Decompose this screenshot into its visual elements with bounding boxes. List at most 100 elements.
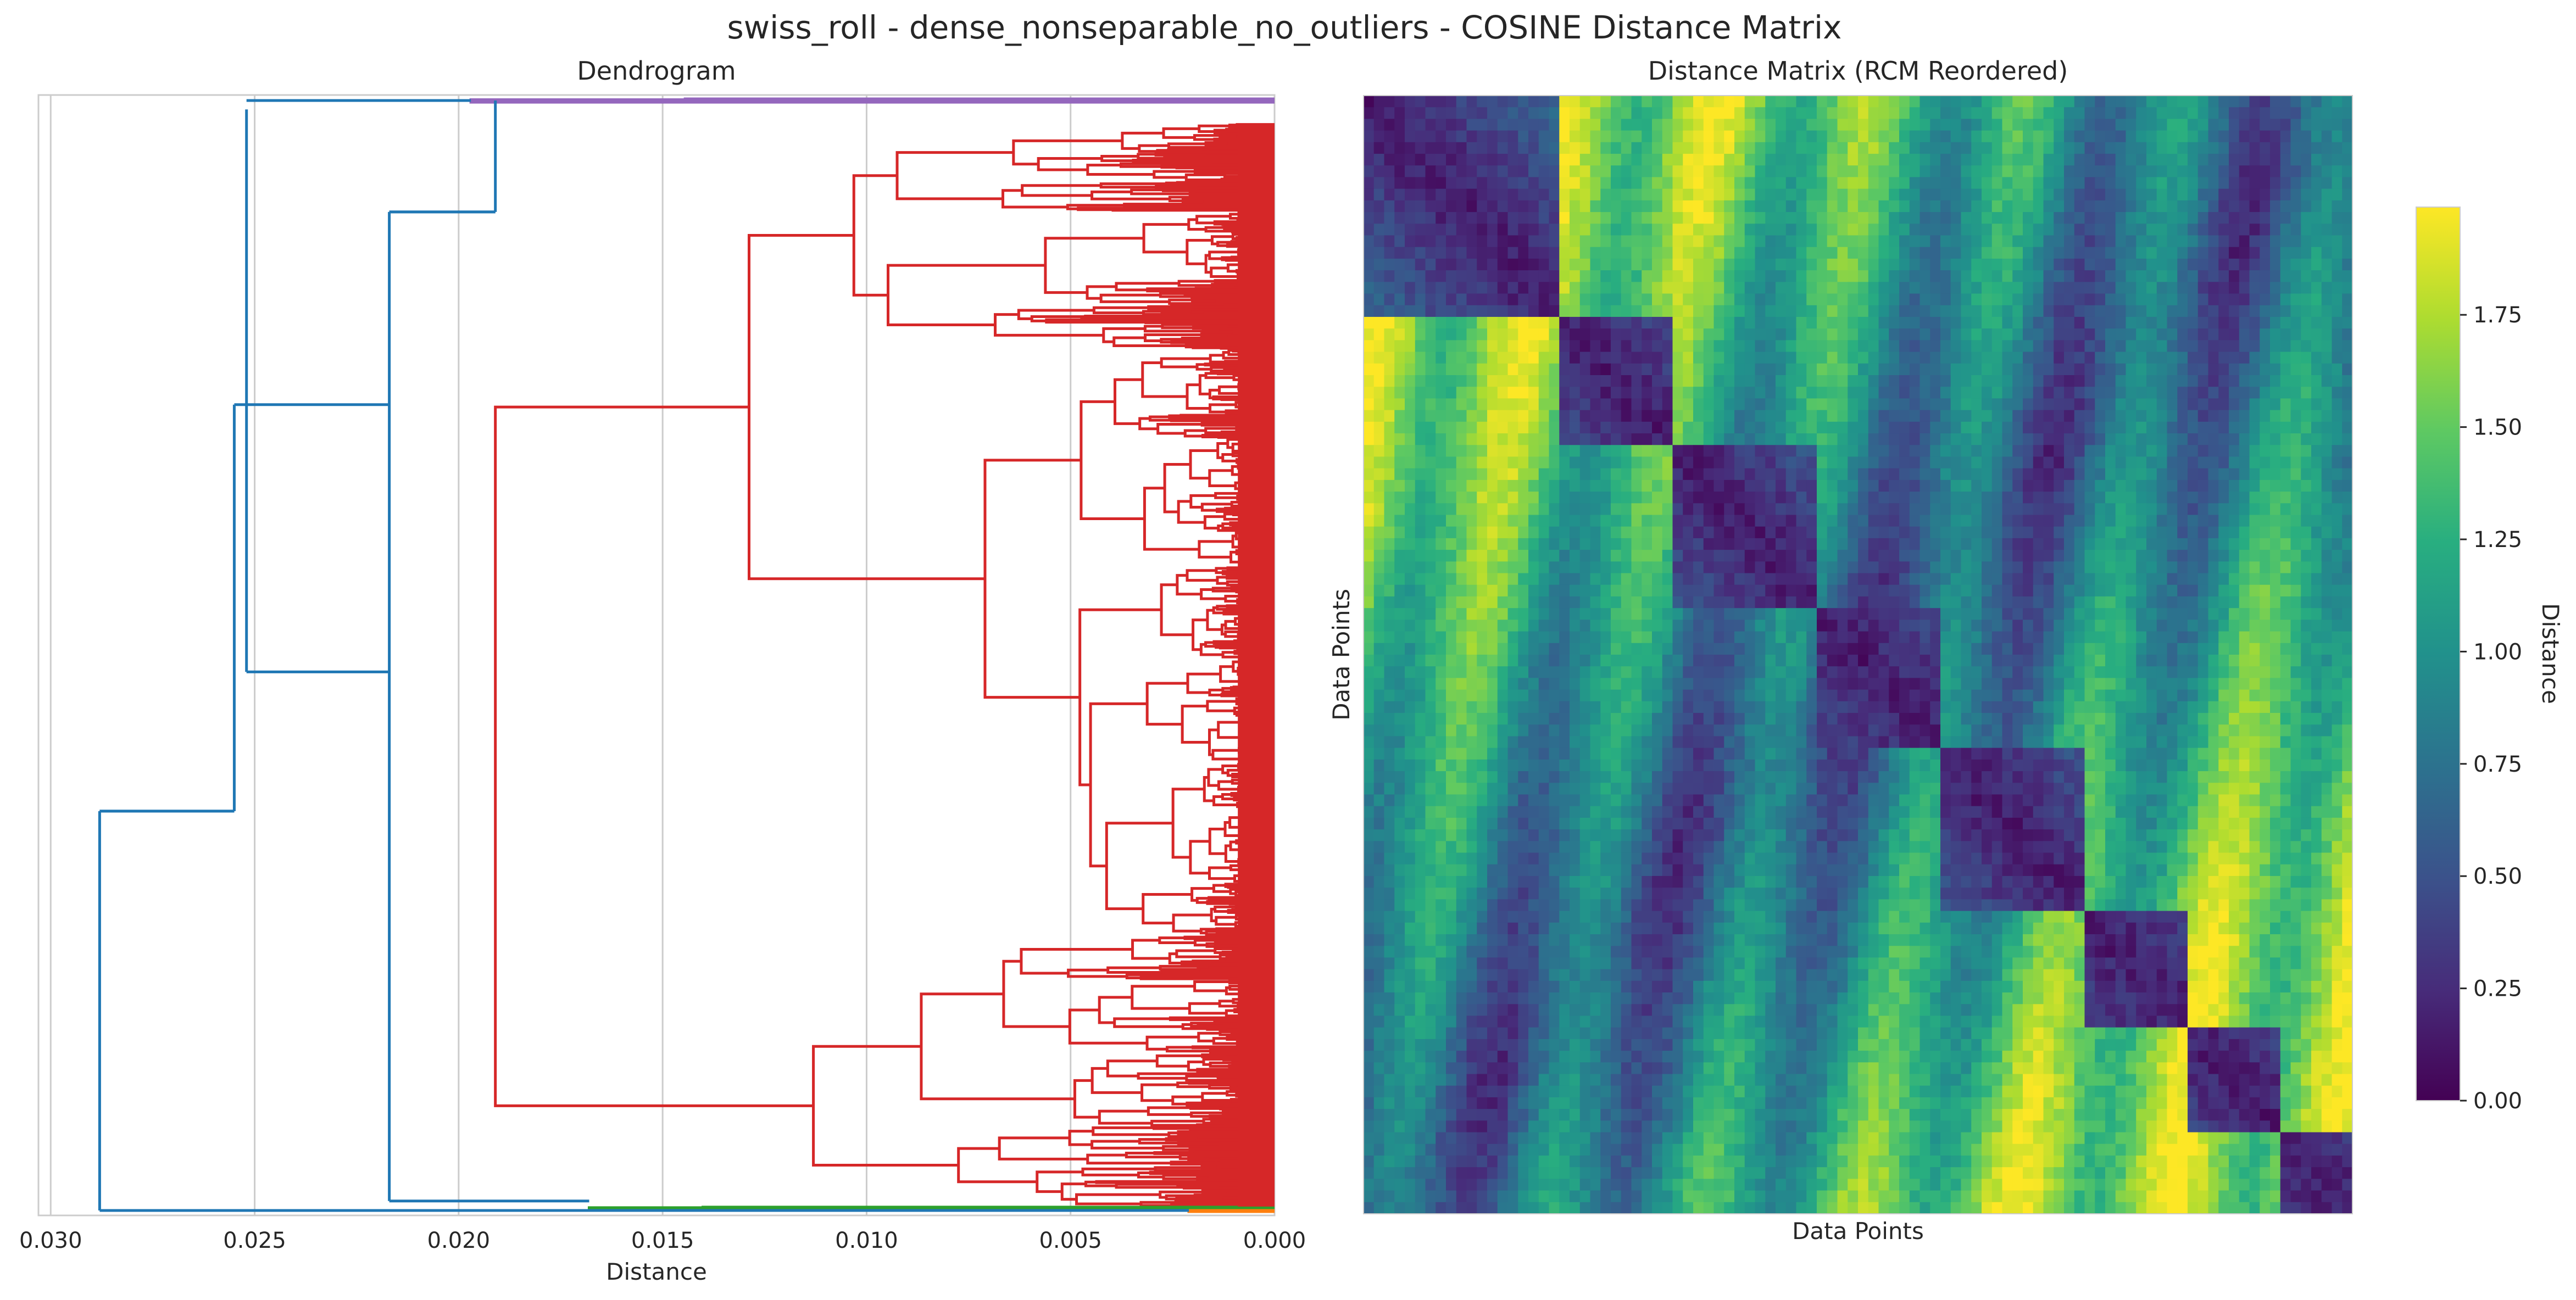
heatmap-cell [1909, 363, 1921, 376]
heatmap-cell [2146, 561, 2157, 574]
heatmap-cell [1497, 421, 1509, 434]
heatmap-cell [1579, 305, 1591, 317]
heatmap-cell [2332, 363, 2343, 376]
heatmap-cell [1487, 387, 1498, 399]
heatmap-cell [1384, 212, 1395, 224]
heatmap-cell [2270, 235, 2281, 248]
heatmap-cell [2167, 387, 2178, 399]
heatmap-cell [1507, 445, 1518, 457]
heatmap-cell [2260, 387, 2271, 399]
heatmap-cell [1744, 550, 1756, 562]
heatmap-cell [1982, 316, 1993, 329]
heatmap-cell [2301, 526, 2312, 539]
heatmap-cell [2126, 479, 2137, 492]
heatmap-cell [1991, 188, 2003, 201]
heatmap-cell [2002, 328, 2013, 341]
heatmap-cell [1446, 247, 1457, 259]
heatmap-cell [1466, 538, 1477, 550]
heatmap-cell [1683, 200, 1694, 213]
heatmap-cell [1570, 445, 1581, 457]
heatmap-cell [1734, 316, 1745, 329]
heatmap-cell [1817, 130, 1828, 143]
heatmap-cell [1848, 410, 1859, 422]
heatmap-cell [1755, 550, 1766, 562]
heatmap-cell [1425, 96, 1436, 108]
heatmap-cell [1621, 340, 1632, 353]
heatmap-cell [1415, 351, 1426, 364]
dendrogram-link [1228, 816, 1245, 829]
heatmap-cell [2043, 316, 2054, 329]
heatmap-cell [1909, 258, 1921, 271]
heatmap-cell [2012, 503, 2023, 516]
heatmap-cell [1642, 293, 1653, 306]
heatmap-cell [1950, 282, 1962, 294]
heatmap-cell [2146, 550, 2157, 562]
heatmap-cell [2177, 235, 2188, 248]
dendrogram-link [895, 151, 1014, 200]
heatmap-cell [1930, 258, 1941, 271]
heatmap-cell [1713, 200, 1724, 213]
heatmap-cell [2002, 200, 2013, 213]
heatmap-cell [1982, 445, 1993, 457]
heatmap-cell [1373, 387, 1385, 399]
heatmap-cell [1642, 492, 1653, 504]
heatmap-cell [2115, 479, 2127, 492]
heatmap-cell [1559, 293, 1570, 306]
heatmap-cell [2177, 200, 2188, 213]
heatmap-cell [1909, 526, 1921, 539]
heatmap-cell [2012, 282, 2023, 294]
heatmap-cell [1456, 340, 1467, 353]
heatmap-cell [1930, 550, 1941, 562]
heatmap-cell [1477, 235, 1488, 248]
heatmap-cell [2105, 212, 2116, 224]
heatmap-cell [1672, 258, 1683, 271]
heatmap-cell [1436, 282, 1446, 294]
heatmap-cell [1806, 130, 1817, 143]
dendrogram-link [1204, 641, 1216, 648]
heatmap-cell [2136, 177, 2147, 189]
heatmap-cell [1713, 492, 1724, 504]
heatmap-cell [2260, 468, 2271, 481]
heatmap-cell [1528, 561, 1539, 574]
heatmap-cell [1497, 165, 1509, 178]
heatmap-cell [1858, 375, 1869, 387]
heatmap-cell [1611, 119, 1622, 131]
heatmap-cell [1477, 96, 1488, 108]
heatmap-cell [1611, 573, 1622, 585]
heatmap-cell [1364, 456, 1375, 469]
heatmap-cell [1776, 142, 1787, 154]
heatmap-cell [2270, 270, 2281, 282]
heatmap-cell [1806, 340, 1817, 353]
heatmap-cell [2249, 421, 2260, 434]
heatmap-cell [1683, 387, 1694, 399]
heatmap-cell [1982, 375, 1993, 387]
heatmap-cell [1477, 142, 1488, 154]
heatmap-cell [2208, 177, 2219, 189]
heatmap-cell [2146, 200, 2157, 213]
heatmap-cell [1600, 550, 1611, 562]
heatmap-cell [2311, 235, 2322, 248]
heatmap-cell [2332, 119, 2343, 131]
heatmap-cell [1806, 375, 1817, 387]
heatmap-cell [1683, 433, 1694, 445]
heatmap-cell [1384, 398, 1395, 411]
heatmap-cell [1497, 456, 1509, 469]
heatmap-cell [2311, 328, 2322, 341]
heatmap-cell [1940, 282, 1951, 294]
dendrogram-link [1215, 916, 1237, 926]
heatmap-cell [1755, 561, 1766, 574]
heatmap-cell [2002, 107, 2013, 120]
heatmap-cell [1961, 410, 1972, 422]
heatmap-cell [1889, 224, 1900, 236]
heatmap-cell [1693, 200, 1704, 213]
heatmap-cell [1621, 177, 1632, 189]
heatmap-cell [1991, 398, 2003, 411]
heatmap-cell [1785, 247, 1797, 259]
heatmap-cell [1373, 258, 1385, 271]
heatmap-cell [1837, 316, 1848, 329]
dendrogram-link [1209, 354, 1226, 364]
heatmap-cell [1909, 421, 1921, 434]
heatmap-cell [2054, 492, 2065, 504]
heatmap-cell [1364, 387, 1375, 399]
heatmap-cell [2249, 96, 2260, 108]
